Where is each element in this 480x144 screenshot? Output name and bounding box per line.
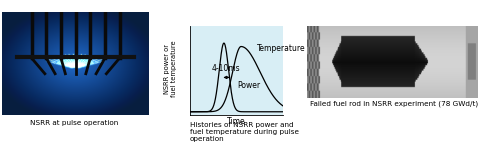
Text: Histories of NSRR power and
fuel temperature during pulse
operation: Histories of NSRR power and fuel tempera… bbox=[190, 122, 299, 142]
Text: NSRR power or
fuel temperature: NSRR power or fuel temperature bbox=[164, 41, 177, 97]
X-axis label: Time: Time bbox=[227, 117, 246, 126]
Text: Temperature: Temperature bbox=[257, 44, 305, 53]
Text: NSRR at pulse operation: NSRR at pulse operation bbox=[30, 120, 119, 126]
Text: 4-10ms: 4-10ms bbox=[212, 64, 240, 73]
Text: Power: Power bbox=[237, 81, 260, 90]
Text: Failed fuel rod in NSRR experiment (78 GWd/t): Failed fuel rod in NSRR experiment (78 G… bbox=[310, 101, 478, 107]
